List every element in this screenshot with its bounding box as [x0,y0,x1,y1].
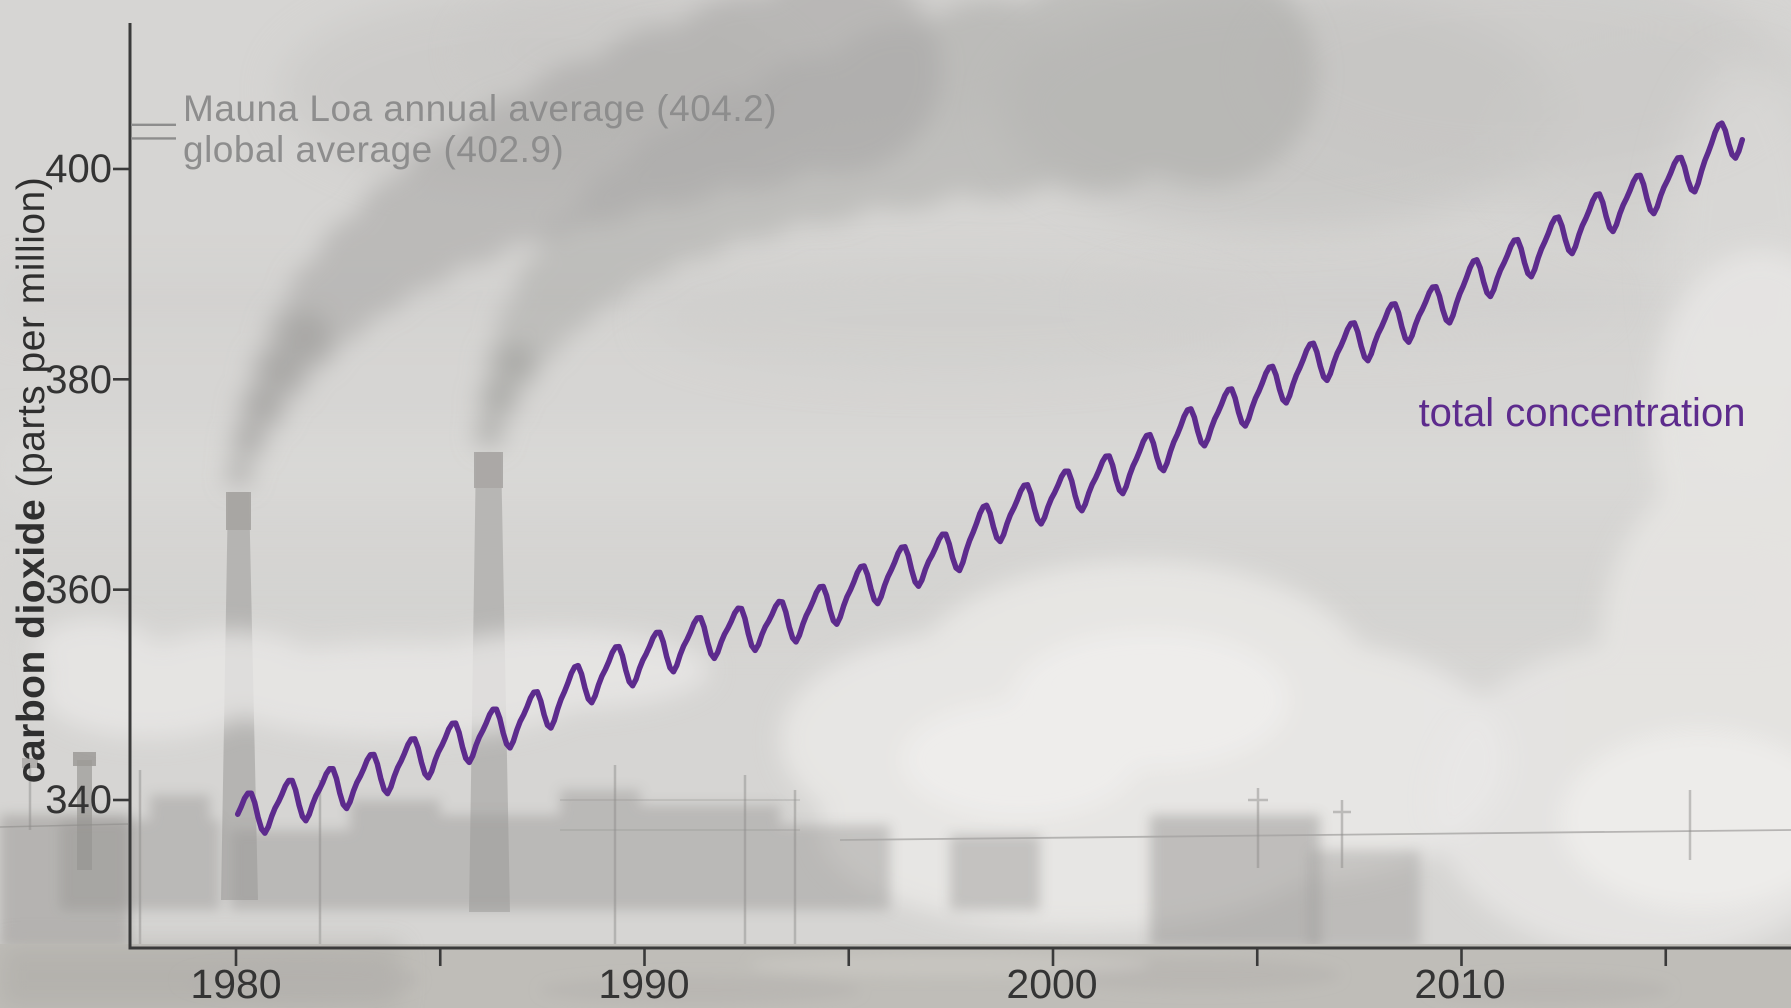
series-label-total-concentration: total concentration [1418,391,1746,435]
dark-smoke-plumes [226,0,1318,488]
x-tick-label-2010: 2010 [1414,961,1506,1007]
y-tick-label-400: 400 [45,147,112,191]
y-tick-label-360: 360 [45,568,112,612]
x-tick-label-1980: 1980 [190,961,282,1007]
total-concentration-line [234,120,1746,836]
annotation-mauna-loa-average: Mauna Loa annual average (404.2) [183,88,778,129]
power-lines [0,788,1791,868]
annotation-global-average: global average (402.9) [183,129,565,170]
x-tick-label-1990: 1990 [598,961,690,1007]
y-axis-title: carbon dioxide (parts per million) [8,170,56,790]
industrial-buildings [0,758,1420,948]
y-axis-title-unit: (parts per million) [10,176,53,499]
y-axis-title-bold: carbon dioxide [10,498,53,784]
y-tick-label-380: 380 [45,358,112,402]
y-tick-label-340: 340 [45,778,112,822]
x-tick-label-2000: 2000 [1006,961,1098,1007]
